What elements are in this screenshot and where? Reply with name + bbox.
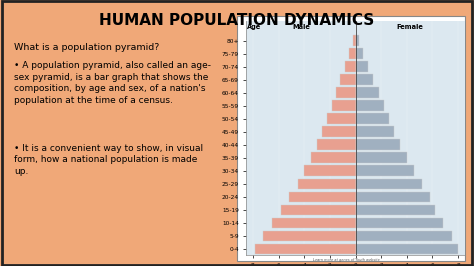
Bar [356, 74, 374, 85]
Text: Learn more at genes of Youth website: Learn more at genes of Youth website [313, 258, 379, 262]
Text: What is a population pyramid?: What is a population pyramid? [14, 43, 160, 52]
Text: Female: Female [396, 24, 423, 30]
Bar [272, 218, 356, 228]
Bar [356, 35, 359, 46]
Bar [356, 88, 379, 98]
Text: • It is a convenient way to show, in visual
form, how a national population is m: • It is a convenient way to show, in vis… [14, 144, 203, 176]
Bar [322, 127, 356, 137]
Bar [356, 48, 363, 59]
Bar [356, 192, 430, 202]
Bar [263, 231, 356, 241]
Bar [340, 74, 356, 85]
Text: HUMAN POPULATION DYNAMICS: HUMAN POPULATION DYNAMICS [100, 13, 374, 28]
Bar [356, 101, 384, 111]
Bar [304, 165, 356, 176]
Bar [289, 192, 356, 202]
Bar [356, 61, 368, 72]
Bar [356, 231, 452, 241]
Text: Age: Age [246, 24, 261, 30]
Bar [332, 101, 356, 111]
Bar [356, 152, 407, 163]
Bar [356, 127, 394, 137]
Bar [353, 35, 356, 46]
Bar [345, 61, 356, 72]
Bar [356, 218, 443, 228]
Bar [356, 244, 458, 254]
Text: Male: Male [292, 24, 310, 30]
Text: • A population pyramid, also called an age-
sex pyramid, is a bar graph that sho: • A population pyramid, also called an a… [14, 61, 211, 105]
Bar [327, 114, 356, 124]
Bar [317, 139, 356, 150]
Bar [356, 205, 435, 215]
Bar [356, 178, 422, 189]
Bar [356, 114, 389, 124]
Bar [298, 178, 356, 189]
Bar [336, 88, 356, 98]
Bar [310, 152, 356, 163]
Bar [356, 165, 414, 176]
Bar [349, 48, 356, 59]
Bar [255, 244, 356, 254]
Bar [356, 139, 401, 150]
Bar [281, 205, 356, 215]
